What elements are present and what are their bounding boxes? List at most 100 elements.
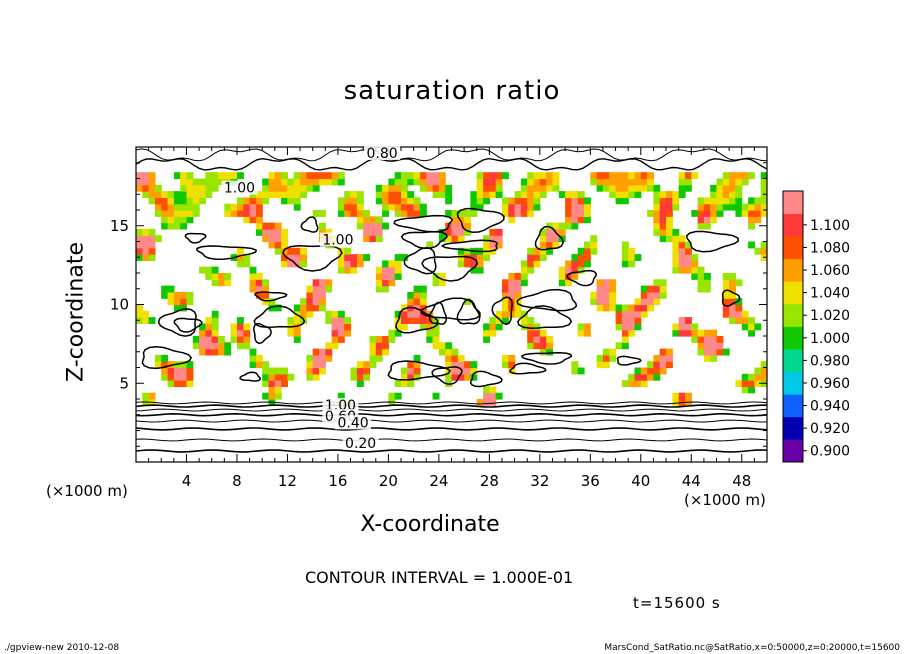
- field-cell: [419, 184, 427, 192]
- field-cell: [262, 184, 270, 192]
- field-cell: [628, 310, 636, 318]
- field-cell: [394, 191, 402, 198]
- colorbar-label: 0.940: [810, 399, 850, 415]
- field-cell: [672, 260, 680, 268]
- field-cell: [262, 191, 270, 198]
- field-cell: [748, 386, 755, 394]
- field-cell: [546, 178, 554, 186]
- field-cell: [438, 348, 446, 356]
- field-cell: [514, 279, 522, 287]
- field-cell: [199, 336, 206, 343]
- field-cell: [697, 348, 705, 356]
- field-cell: [230, 336, 238, 343]
- field-cell: [136, 228, 143, 236]
- field-cell: [760, 210, 767, 217]
- field-cell: [445, 184, 453, 192]
- field-cell: [344, 317, 352, 324]
- field-cell: [584, 329, 591, 337]
- field-cell: [413, 304, 421, 312]
- field-cell: [533, 247, 541, 255]
- field-cell: [186, 373, 194, 381]
- field-cell: [173, 304, 181, 312]
- field-cell: [205, 329, 213, 337]
- field-cell: [596, 291, 604, 299]
- field-cell: [502, 354, 509, 362]
- field-cell: [653, 367, 661, 375]
- field-cell: [716, 336, 724, 343]
- field-cell: [703, 348, 711, 356]
- field-cell: [394, 266, 402, 274]
- field-cell: [237, 329, 244, 337]
- field-cell: [154, 197, 162, 205]
- field-cell: [565, 216, 572, 224]
- field-cell: [161, 203, 169, 211]
- field-cell: [495, 241, 503, 249]
- field-cell: [249, 266, 257, 274]
- field-cell: [508, 354, 516, 362]
- field-cell: [419, 298, 427, 306]
- field-cell: [457, 210, 465, 217]
- field-cell: [274, 228, 282, 236]
- field-cell: [331, 172, 339, 180]
- field-cell: [685, 247, 692, 255]
- y-tick-label: 15: [110, 217, 129, 235]
- field-cell: [514, 210, 522, 217]
- field-cell: [401, 317, 408, 324]
- field-cell: [729, 317, 736, 324]
- field-cell: [337, 266, 345, 274]
- contour-line: [136, 412, 767, 417]
- colorbar-label: 1.080: [810, 240, 850, 256]
- field-cell: [640, 172, 648, 180]
- time-label: t=15600 s: [633, 594, 721, 612]
- field-cell: [470, 260, 478, 268]
- field-cell: [325, 342, 333, 350]
- field-cell: [394, 184, 402, 192]
- field-cell: [293, 197, 301, 205]
- field-cell: [483, 323, 490, 331]
- field-cell: [476, 266, 484, 274]
- field-cell: [666, 191, 673, 198]
- field-cell: [577, 329, 585, 337]
- field-cell: [306, 354, 314, 362]
- field-cell: [180, 304, 188, 312]
- field-cell: [697, 336, 705, 343]
- field-cell: [571, 191, 579, 198]
- field-cell: [407, 291, 415, 299]
- field-cell: [571, 273, 579, 280]
- field-cell: [457, 247, 465, 255]
- field-cell: [319, 298, 326, 306]
- field-cell: [173, 216, 181, 224]
- field-cell: [596, 304, 604, 312]
- field-cell: [527, 342, 535, 350]
- field-cell: [331, 310, 339, 318]
- field-cell: [508, 203, 516, 211]
- field-cell: [685, 254, 692, 261]
- field-cell: [653, 279, 661, 287]
- field-cell: [754, 373, 762, 381]
- field-cell: [445, 354, 453, 362]
- field-cell: [306, 298, 314, 306]
- field-cell: [621, 191, 629, 198]
- field-cell: [672, 266, 680, 274]
- field-cell: [678, 323, 686, 331]
- contour-line: [566, 269, 597, 287]
- field-cell: [319, 178, 326, 186]
- field-cell: [199, 348, 206, 356]
- field-cell: [394, 260, 402, 268]
- field-cell: [565, 197, 572, 205]
- field-cell: [558, 228, 566, 236]
- field-cell: [388, 266, 396, 274]
- field-cell: [350, 260, 358, 268]
- field-cell: [716, 203, 724, 211]
- field-cell: [615, 342, 623, 350]
- field-cell: [520, 203, 528, 211]
- field-cell: [495, 184, 503, 192]
- field-cell: [306, 361, 314, 369]
- colorbar-swatch: [783, 258, 803, 282]
- field-cell: [142, 392, 150, 400]
- field-cell: [382, 203, 389, 211]
- colorbar-label: 1.020: [810, 308, 850, 324]
- field-cell: [628, 323, 636, 331]
- colorbar-swatch: [783, 349, 803, 372]
